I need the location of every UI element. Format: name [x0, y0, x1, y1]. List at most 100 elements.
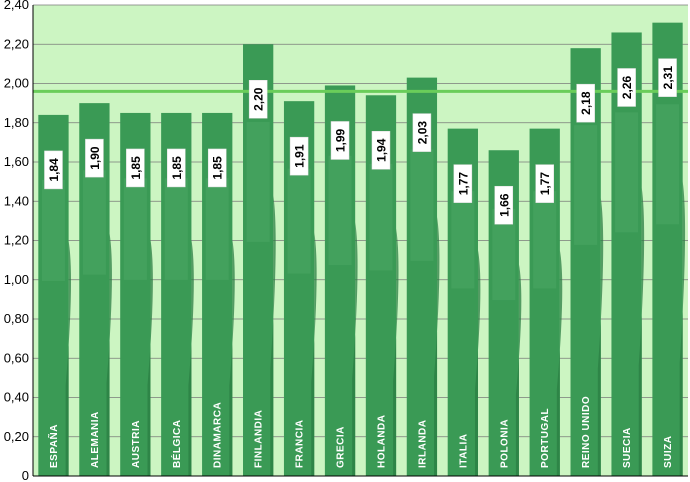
value-label: 1,85: [167, 148, 186, 188]
bar-shadow: [311, 232, 317, 476]
value-label-box: [126, 148, 145, 188]
value-label-text: 1,90: [88, 146, 102, 170]
value-label: 2,20: [248, 80, 268, 119]
value-label-box: [44, 150, 63, 190]
bar-highlight: [574, 125, 598, 245]
y-tick-label: 2,40: [4, 0, 29, 12]
value-label-box: [289, 136, 309, 176]
bar-highlight: [328, 155, 352, 266]
value-label-box: [617, 68, 636, 107]
y-tick-label: 0,20: [4, 429, 29, 444]
y-tick-label: 2,20: [4, 36, 29, 51]
y-tick-label: 1,00: [4, 272, 29, 287]
value-label: 1,84: [44, 150, 63, 190]
y-tick-label: 1,60: [4, 154, 29, 169]
category-label: BÉLGICA: [170, 420, 183, 469]
value-label: 1,85: [126, 148, 145, 188]
bar-body: [652, 22, 683, 476]
category-label: POLONIA: [499, 419, 510, 468]
y-tick-label: 1,20: [4, 233, 29, 248]
bar-shadow: [638, 187, 645, 477]
value-label-box: [412, 113, 432, 152]
value-label-text: 1,84: [47, 158, 61, 182]
bar-holanda: [365, 95, 399, 477]
category-label: DINAMARCA: [213, 402, 224, 468]
value-label: 1,85: [207, 148, 227, 188]
category-label: FRANCIA: [295, 420, 306, 469]
y-axis-tick-labels: 0 0,20 0,40 0,60 0,80 1,00 1,20 1,40 1,60 1,80 2,0…: [4, 0, 29, 482]
y-tick-label: 1,40: [4, 193, 29, 208]
value-label: 1,77: [453, 164, 473, 203]
value-label-text: 2,03: [415, 121, 429, 145]
value-label: 1,77: [535, 164, 554, 203]
category-label: SUIZA: [663, 436, 674, 469]
value-label-text: 2,18: [579, 91, 593, 115]
value-label: 2,18: [576, 83, 595, 123]
category-label: GRECIA: [336, 426, 347, 468]
value-label: 2,03: [412, 113, 432, 152]
value-label-box: [85, 138, 104, 178]
bar-shadow: [352, 222, 358, 476]
value-label-text: 1,85: [129, 156, 143, 180]
bar-highlight: [369, 163, 393, 271]
y-tick-label: 0,60: [4, 350, 29, 365]
bar-shadow: [434, 217, 440, 476]
value-label-box: [576, 83, 595, 123]
value-label-text: 1,77: [456, 172, 470, 196]
value-label-box: [167, 148, 186, 188]
value-label-text: 1,94: [374, 138, 388, 162]
value-label-text: 2,20: [252, 87, 266, 111]
bar-shadow: [393, 228, 399, 476]
y-tick-label: 0,40: [4, 390, 29, 405]
value-label-box: [535, 164, 554, 203]
value-label-text: 2,26: [620, 75, 634, 99]
bar-irlanda: [406, 77, 440, 477]
value-label: 1,90: [85, 138, 104, 178]
category-label: ITALIA: [458, 434, 469, 468]
y-tick-label: 0,80: [4, 311, 29, 326]
value-label-box: [453, 164, 473, 203]
value-label-text: 1,85: [211, 156, 225, 180]
value-label-text: 1,91: [293, 144, 307, 168]
value-label-box: [494, 185, 514, 225]
bar-francia: [283, 101, 317, 476]
bar-highlight: [164, 178, 188, 280]
value-label-text: 1,85: [170, 156, 184, 180]
value-label-text: 2,31: [661, 66, 675, 90]
bar-highlight: [410, 149, 434, 261]
value-label-text: 1,77: [538, 172, 552, 196]
value-label-text: 1,99: [334, 128, 348, 152]
category-label: ALEMANIA: [90, 411, 101, 468]
bar-highlight: [287, 168, 311, 274]
bar-shadow: [474, 250, 481, 476]
category-labels: ESPAÑA ALEMANIA AUSTRIA BÉLGICA DINAMARCA FIN…: [47, 396, 674, 468]
bar-highlight: [492, 208, 516, 301]
value-label-box: [658, 58, 677, 97]
category-label: FINLANDIA: [254, 410, 265, 468]
bar-grecia: [324, 85, 358, 477]
bar-shadow: [188, 240, 194, 476]
value-label: 2,26: [617, 68, 636, 107]
category-label: ESPAÑA: [47, 424, 60, 468]
bar-highlight: [451, 191, 475, 289]
bar-highlight: [533, 191, 557, 289]
bar-suiza: [652, 22, 686, 476]
bar-shadow: [65, 241, 72, 476]
value-label-box: [248, 80, 268, 119]
bar-highlight: [615, 112, 639, 233]
bar-shadow: [270, 195, 276, 477]
bar-highlight: [246, 121, 270, 242]
bar-shadow: [679, 181, 686, 476]
bar-shadow: [106, 233, 112, 476]
bar-shadow: [556, 250, 563, 476]
value-label-box: [330, 121, 350, 160]
value-label-box: [371, 131, 391, 170]
category-label: SUECIA: [622, 427, 633, 468]
bar-highlight: [82, 170, 106, 275]
bar-shadow: [229, 240, 235, 476]
category-label: HOLANDA: [376, 415, 387, 469]
bar-highlight: [205, 178, 229, 280]
y-tick-label: 2,00: [4, 76, 29, 91]
value-label-text: 1,66: [497, 193, 511, 217]
category-label: AUSTRIA: [131, 420, 142, 468]
